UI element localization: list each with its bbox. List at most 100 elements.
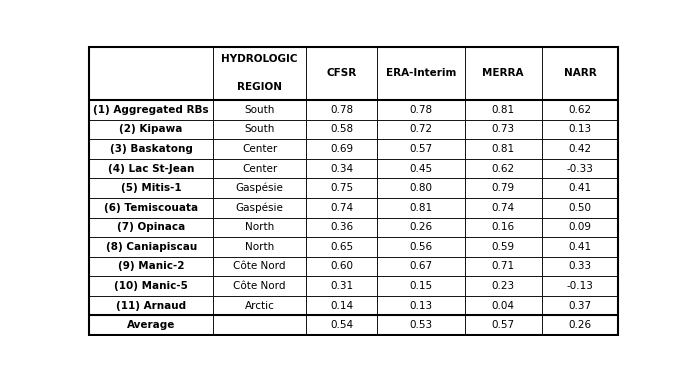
Bar [89, 47, 213, 100]
Bar [213, 178, 306, 198]
Text: 0.69: 0.69 [330, 144, 353, 154]
Text: 0.81: 0.81 [410, 203, 433, 213]
Bar [306, 47, 377, 100]
Bar [89, 276, 213, 296]
Bar [213, 47, 306, 100]
Bar [306, 276, 377, 296]
Bar [377, 218, 465, 237]
Bar [465, 237, 542, 257]
Bar [465, 218, 542, 237]
Text: (10) Manic-5: (10) Manic-5 [114, 281, 188, 291]
Bar [377, 100, 465, 120]
Bar [542, 315, 618, 335]
Bar [213, 198, 306, 218]
Bar [377, 159, 465, 178]
Bar [377, 120, 465, 139]
Text: 0.33: 0.33 [569, 262, 591, 271]
Text: 0.36: 0.36 [330, 222, 353, 232]
Bar [542, 120, 618, 139]
Text: 0.37: 0.37 [569, 301, 591, 311]
Bar [542, 237, 618, 257]
Bar [465, 159, 542, 178]
Bar [377, 47, 465, 100]
Text: 0.78: 0.78 [410, 105, 433, 115]
Text: (3) Baskatong: (3) Baskatong [110, 144, 193, 154]
Bar [542, 198, 618, 218]
Bar [306, 198, 377, 218]
Text: 0.74: 0.74 [491, 203, 515, 213]
Bar [542, 47, 618, 100]
Bar [213, 237, 306, 257]
Bar [377, 296, 465, 315]
Text: HYDROLOGIC

REGION: HYDROLOGIC REGION [221, 54, 298, 93]
Text: Arctic: Arctic [245, 301, 275, 311]
Text: 0.60: 0.60 [331, 262, 353, 271]
Text: 0.26: 0.26 [410, 222, 433, 232]
Bar [89, 139, 213, 159]
Text: 0.79: 0.79 [491, 183, 515, 193]
Bar [377, 198, 465, 218]
Bar [542, 178, 618, 198]
Bar [213, 120, 306, 139]
Text: 0.31: 0.31 [330, 281, 353, 291]
Text: 0.71: 0.71 [491, 262, 515, 271]
Bar [542, 159, 618, 178]
Text: 0.74: 0.74 [330, 203, 353, 213]
Bar [89, 296, 213, 315]
Bar [542, 100, 618, 120]
Text: Gaspésie: Gaspésie [236, 183, 284, 194]
Text: 0.56: 0.56 [410, 242, 433, 252]
Bar [465, 257, 542, 276]
Text: 0.41: 0.41 [569, 242, 591, 252]
Bar [306, 100, 377, 120]
Bar [542, 276, 618, 296]
Bar [213, 276, 306, 296]
Bar [542, 296, 618, 315]
Text: 0.15: 0.15 [410, 281, 433, 291]
Text: ERA-Interim: ERA-Interim [386, 68, 456, 79]
Bar [377, 139, 465, 159]
Bar [542, 257, 618, 276]
Bar [306, 159, 377, 178]
Bar [377, 178, 465, 198]
Bar [89, 120, 213, 139]
Text: -0.13: -0.13 [566, 281, 593, 291]
Text: 0.62: 0.62 [491, 164, 515, 174]
Text: South: South [244, 124, 275, 135]
Text: Côte Nord: Côte Nord [233, 262, 286, 271]
Bar [213, 218, 306, 237]
Text: 0.34: 0.34 [330, 164, 353, 174]
Text: 0.13: 0.13 [569, 124, 591, 135]
Text: 0.41: 0.41 [569, 183, 591, 193]
Text: (8) Caniapiscau: (8) Caniapiscau [106, 242, 197, 252]
Bar [213, 139, 306, 159]
Text: North: North [245, 222, 275, 232]
Bar [89, 315, 213, 335]
Bar [465, 100, 542, 120]
Text: 0.53: 0.53 [410, 320, 433, 330]
Text: 0.67: 0.67 [410, 262, 433, 271]
Text: Average: Average [127, 320, 175, 330]
Text: Gaspésie: Gaspésie [236, 203, 284, 213]
Text: (1) Aggregated RBs: (1) Aggregated RBs [93, 105, 209, 115]
Text: South: South [244, 105, 275, 115]
Text: Côte Nord: Côte Nord [233, 281, 286, 291]
Text: 0.62: 0.62 [569, 105, 591, 115]
Text: 0.09: 0.09 [569, 222, 591, 232]
Text: 0.80: 0.80 [410, 183, 433, 193]
Bar [465, 178, 542, 198]
Bar [377, 276, 465, 296]
Text: (2) Kipawa: (2) Kipawa [119, 124, 183, 135]
Text: 0.42: 0.42 [569, 144, 591, 154]
Text: 0.78: 0.78 [330, 105, 353, 115]
Text: (11) Arnaud: (11) Arnaud [116, 301, 186, 311]
Text: 0.26: 0.26 [569, 320, 591, 330]
Text: 0.81: 0.81 [491, 144, 515, 154]
Text: 0.57: 0.57 [491, 320, 515, 330]
Bar [89, 218, 213, 237]
Text: CFSR: CFSR [326, 68, 357, 79]
Text: 0.72: 0.72 [410, 124, 433, 135]
Bar [465, 296, 542, 315]
Text: -0.33: -0.33 [566, 164, 593, 174]
Text: 0.57: 0.57 [410, 144, 433, 154]
